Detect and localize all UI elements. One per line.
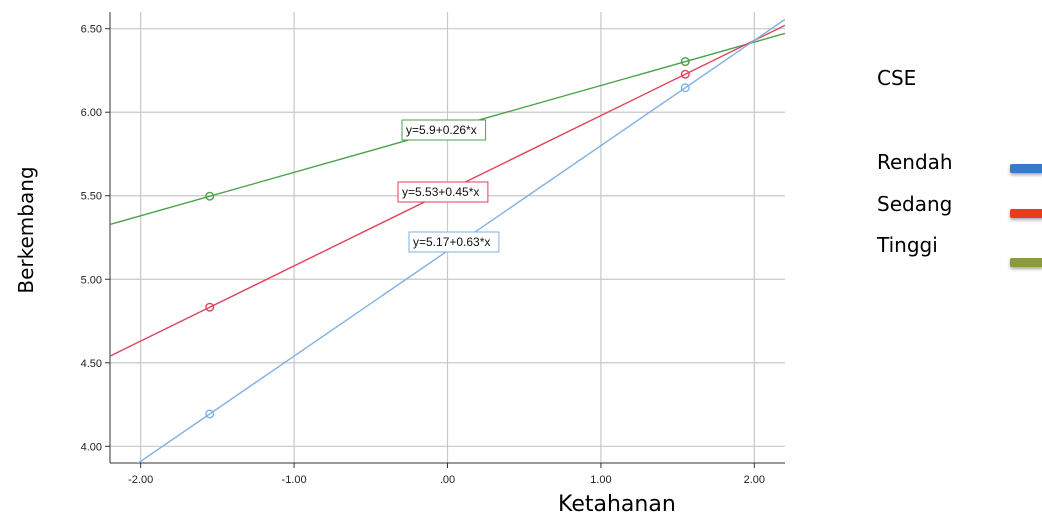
legend-label-rendah: Rendah <box>877 150 953 174</box>
series-2-point-1 <box>680 83 690 93</box>
y-tick-label-3: 5.50 <box>81 191 102 203</box>
series-1-point-1 <box>680 69 690 79</box>
x-tick-label-2: .00 <box>440 474 455 486</box>
y-axis-label: Berkembang <box>14 166 38 294</box>
equation-box-1 <box>397 181 489 203</box>
equation-label-2: y=5.17+0.63*x <box>413 235 490 249</box>
series-1-point-0 <box>205 302 215 312</box>
x-tick-label-4: 2.00 <box>744 474 765 486</box>
legend-swatch-sedang <box>1010 209 1042 218</box>
legend-swatch-tinggi <box>1010 258 1042 267</box>
series-0-point-0 <box>205 191 215 201</box>
y-tick-label-4: 6.00 <box>81 107 102 119</box>
y-tick-label-2: 5.00 <box>81 274 102 286</box>
equation-box-2 <box>408 231 500 253</box>
legend-title: CSE <box>877 66 917 90</box>
x-axis-label: Ketahanan <box>558 492 676 517</box>
x-tick-label-3: 1.00 <box>590 474 611 486</box>
equation-label-0: y=5.9+0.26*x <box>406 123 477 137</box>
x-tick-label-1: -1.00 <box>282 474 307 486</box>
legend-swatch-rendah <box>1010 164 1042 173</box>
series-2-point-0 <box>205 409 215 419</box>
y-tick-label-1: 4.50 <box>81 358 102 370</box>
equation-label-1: y=5.53+0.45*x <box>402 185 479 199</box>
x-tick-label-0: -2.00 <box>128 474 153 486</box>
series-0-point-1 <box>680 57 690 67</box>
y-tick-label-5: 6.50 <box>81 24 102 36</box>
equation-box-0 <box>401 119 487 141</box>
legend-label-tinggi: Tinggi <box>877 233 938 257</box>
legend-label-sedang: Sedang <box>877 192 953 216</box>
y-tick-label-0: 4.00 <box>81 441 102 453</box>
